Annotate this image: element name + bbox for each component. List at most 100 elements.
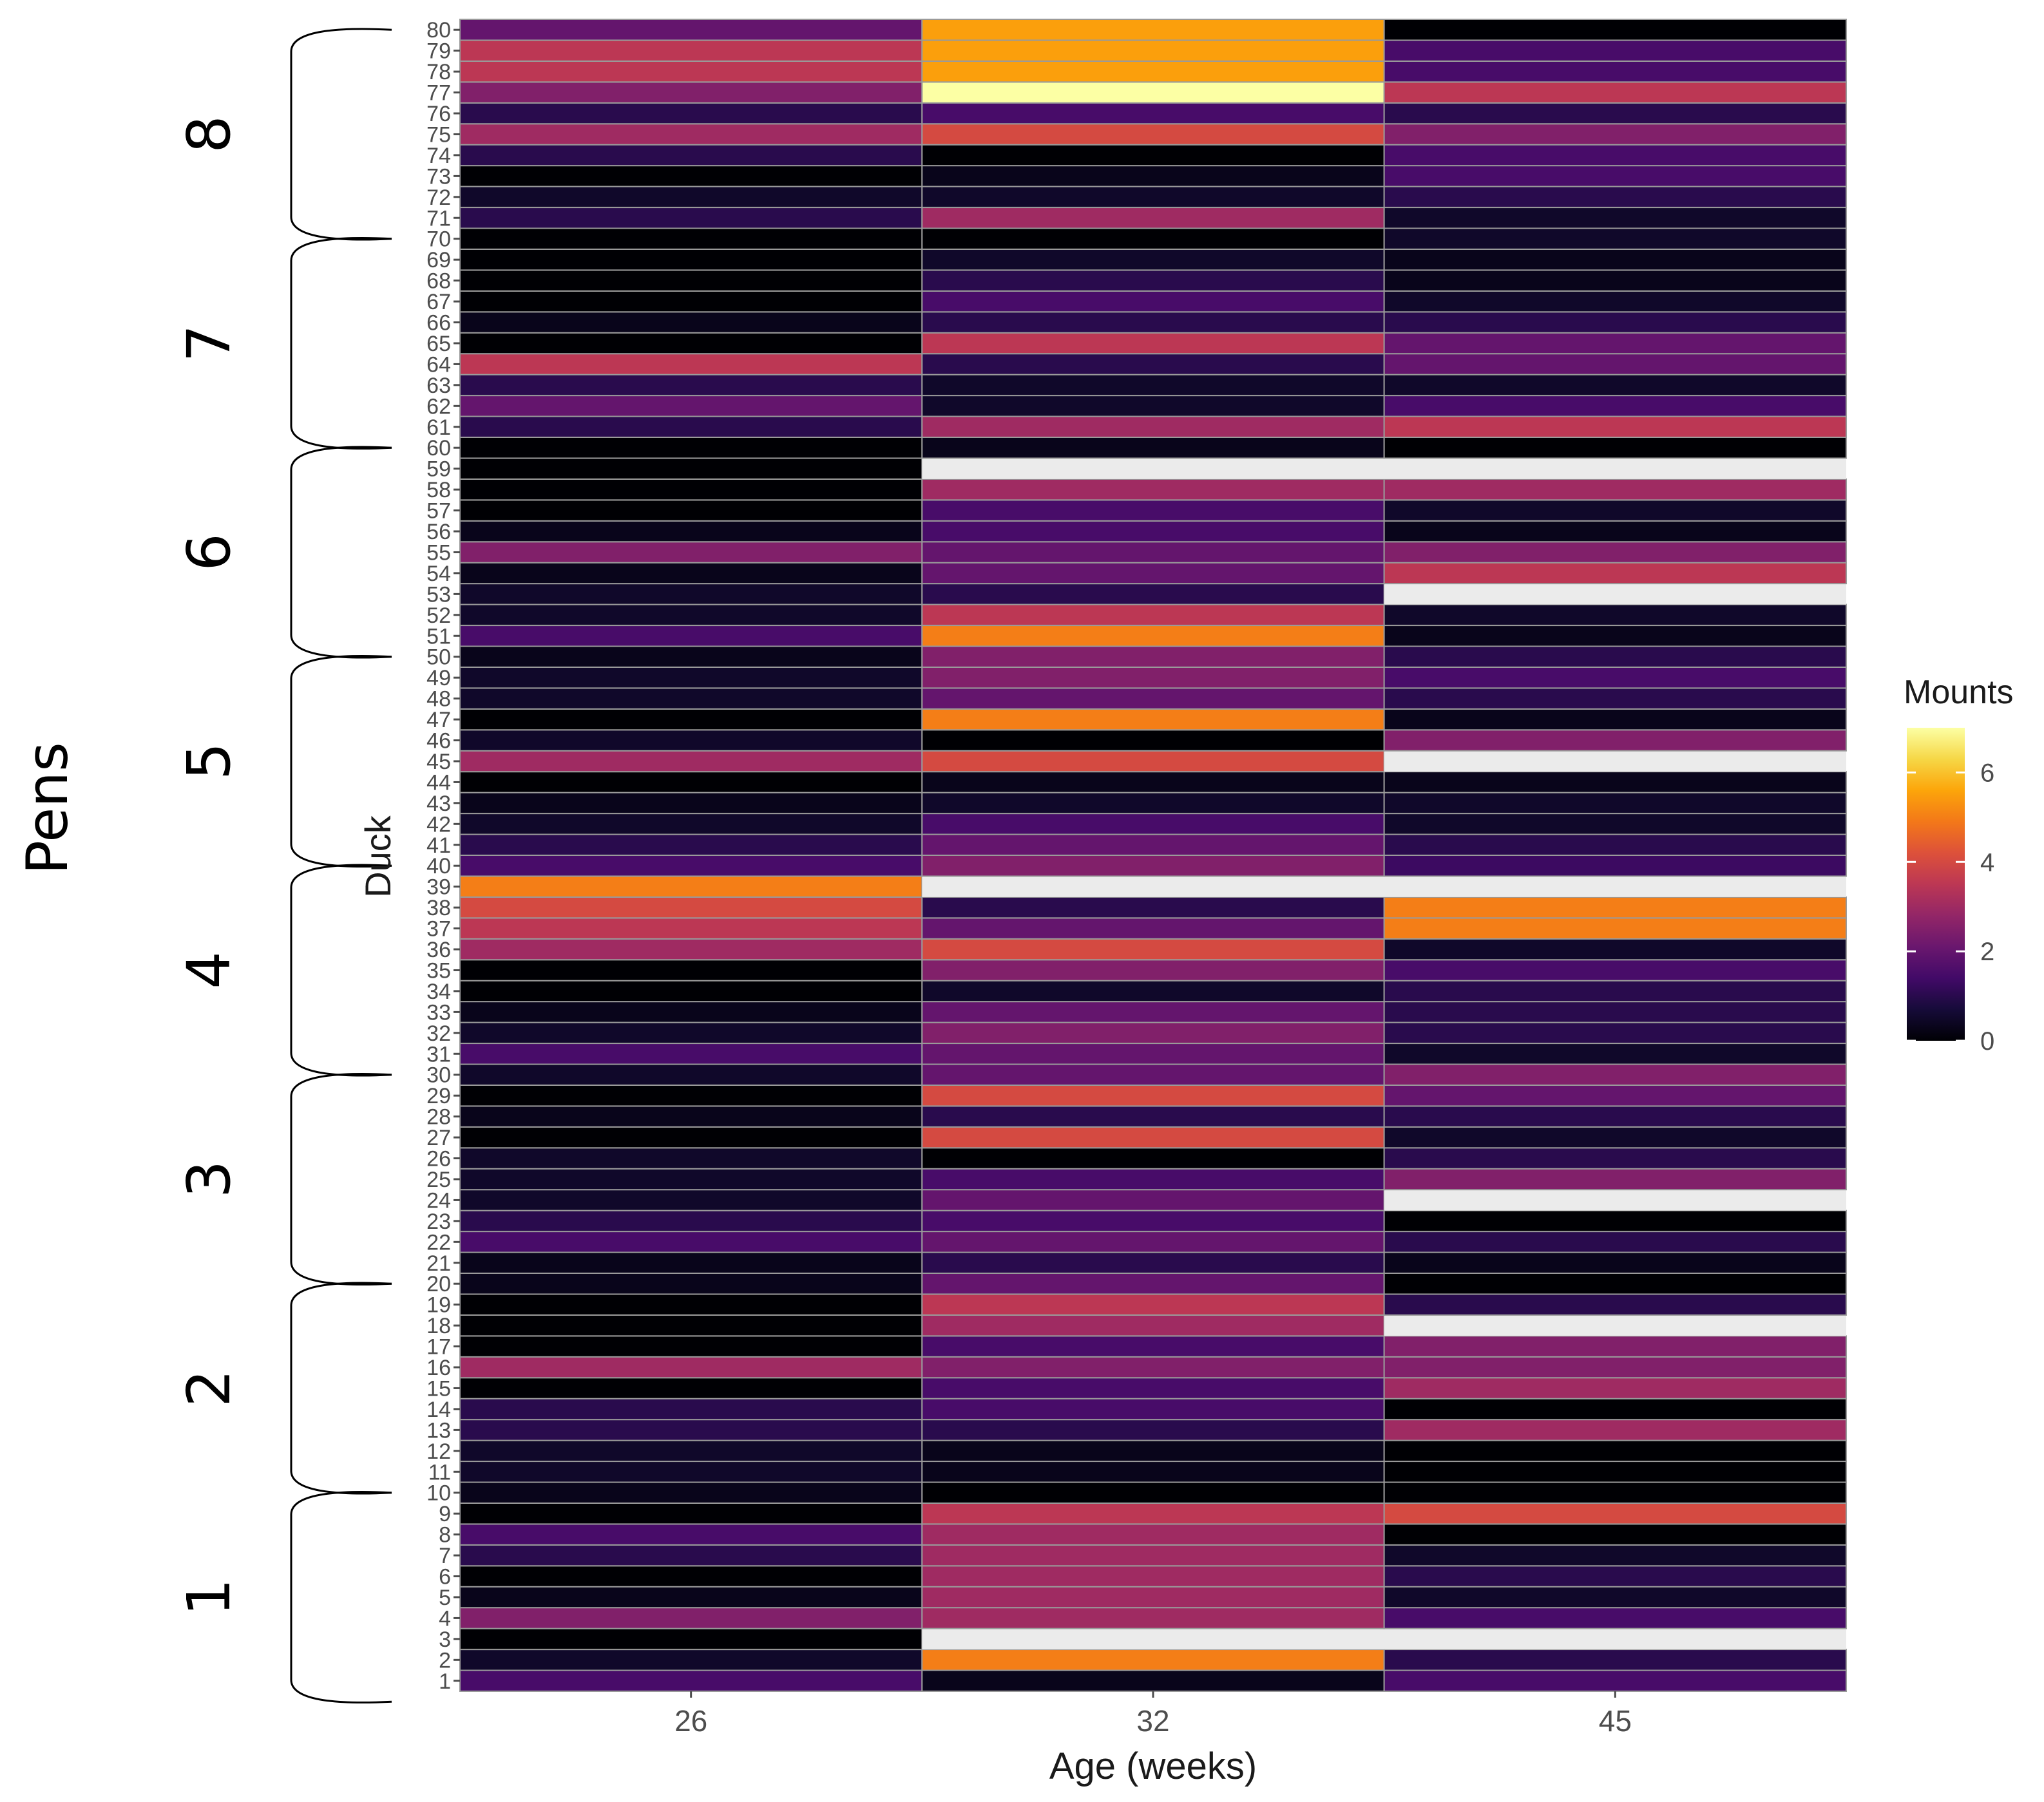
y-tick-label: 50 (426, 645, 451, 670)
heatmap-cell (921, 541, 1385, 564)
heatmap-cell (1383, 1021, 1848, 1045)
heatmap-cell (921, 1001, 1385, 1023)
heatmap-cell (1383, 1293, 1848, 1316)
heatmap-cell (459, 311, 923, 334)
heatmap-cell (1383, 666, 1848, 689)
y-tick-label: 65 (426, 332, 451, 356)
heatmap-cell (921, 1523, 1385, 1546)
y-tick-label: 60 (426, 436, 451, 460)
y-tick-label: 13 (426, 1418, 451, 1443)
y-tick-label: 80 (426, 18, 451, 43)
heatmap-cell (1383, 792, 1848, 815)
pen-group-braces: 1 2 3 4 5 6 7 8 (175, 28, 392, 1703)
y-tick-label: 48 (426, 687, 451, 712)
y-tick-label: 72 (426, 185, 451, 210)
heatmap-cell (1383, 645, 1848, 668)
heatmap-cell (921, 81, 1385, 104)
heatmap-cell (459, 1335, 923, 1358)
heatmap-cell (1383, 332, 1848, 355)
heatmap-cell (1383, 144, 1848, 167)
y-tick-label: 41 (426, 833, 451, 858)
heatmap-cell (921, 185, 1385, 209)
heatmap-cell (921, 19, 1385, 41)
heatmap-cell (1383, 541, 1848, 564)
y-tick-label: 64 (426, 352, 451, 377)
y-tick-label: 4 (439, 1606, 451, 1631)
y-tick-label: 36 (426, 938, 451, 962)
x-tick-label: 26 (674, 1704, 707, 1738)
heatmap-cell (1384, 458, 1846, 479)
heatmap-cell (921, 1439, 1385, 1463)
y-tick-label: 61 (426, 415, 451, 440)
heatmap-cell (921, 771, 1385, 793)
heatmap-cell (1383, 1231, 1848, 1253)
y-tick-label: 37 (426, 917, 451, 942)
y-tick-label: 9 (439, 1502, 451, 1526)
y-tick-label: 27 (426, 1126, 451, 1150)
heatmap-cell (459, 875, 923, 898)
y-tick-label: 26 (426, 1147, 451, 1171)
y-tick-label: 16 (426, 1356, 451, 1380)
heatmap-cell (1383, 207, 1848, 229)
heatmap-cell (459, 332, 923, 355)
pen-label: 4 (175, 951, 244, 989)
y-tick-label: 55 (426, 540, 451, 565)
heatmap-cell (1383, 520, 1848, 543)
y-tick-label: 59 (426, 457, 451, 482)
pen-label: 2 (175, 1369, 244, 1407)
y-tick-label: 75 (426, 122, 451, 147)
y-tick-label: 12 (426, 1439, 451, 1464)
pen-bracket (290, 1490, 392, 1703)
heatmap-cell (1383, 687, 1848, 710)
heatmap-cell (921, 645, 1385, 668)
heatmap-cell (459, 19, 923, 41)
heatmap-cell (459, 1251, 923, 1275)
y-tick-label: 19 (426, 1293, 451, 1318)
heatmap-cell (1383, 729, 1848, 752)
y-tick-label: 6 (439, 1565, 451, 1589)
heatmap-cell (921, 1168, 1385, 1191)
heatmap-cell (1383, 1439, 1848, 1463)
y-tick-label: 28 (426, 1105, 451, 1130)
heatmap-cell (459, 562, 923, 585)
y-tick-label: 79 (426, 39, 451, 64)
legend-tick-label: 0 (1980, 1027, 1994, 1056)
x-axis-ticks: 26 32 45 (674, 1691, 1632, 1738)
y-tick-label: 18 (426, 1314, 451, 1338)
heatmap-cell (1383, 896, 1848, 919)
heatmap-cell (1383, 248, 1848, 271)
heatmap-cell (1383, 1649, 1848, 1671)
y-tick-label: 34 (426, 980, 451, 1004)
heatmap-cell (1383, 1251, 1848, 1275)
heatmap-cell (921, 792, 1385, 815)
heatmap-cell (459, 1356, 923, 1379)
heatmap-cell (921, 520, 1385, 543)
heatmap-cell (459, 896, 923, 919)
heatmap-cell (1383, 60, 1848, 83)
heatmap-cell (921, 227, 1385, 250)
heatmap-cell (1383, 1419, 1848, 1441)
pen-bracket (290, 1072, 392, 1285)
heatmap-cell (921, 625, 1385, 647)
heatmap-cell (921, 374, 1385, 397)
y-tick-label: 49 (426, 666, 451, 690)
y-tick-label: 51 (426, 624, 451, 649)
heatmap-cell (1383, 395, 1848, 417)
y-tick-label: 44 (426, 770, 451, 795)
heatmap-cell (1383, 1502, 1848, 1525)
y-tick-label: 63 (426, 374, 451, 398)
heatmap-cell (1383, 603, 1848, 627)
heatmap-cell (921, 207, 1385, 229)
y-tick-label: 78 (426, 60, 451, 84)
heatmap-cell (921, 896, 1385, 919)
heatmap-cell (1383, 1523, 1848, 1546)
heatmap-cell (1384, 1628, 1846, 1650)
heatmap-cell (1383, 1398, 1848, 1421)
heatmap-cell (459, 917, 923, 940)
heatmap-cell (1383, 165, 1848, 187)
legend-tick-label: 2 (1980, 938, 1994, 966)
y-axis-ticks: 1234567891011121314151617181920212223242… (426, 18, 460, 1694)
heatmap-cell (922, 458, 1384, 479)
heatmap-cell (921, 1063, 1385, 1086)
